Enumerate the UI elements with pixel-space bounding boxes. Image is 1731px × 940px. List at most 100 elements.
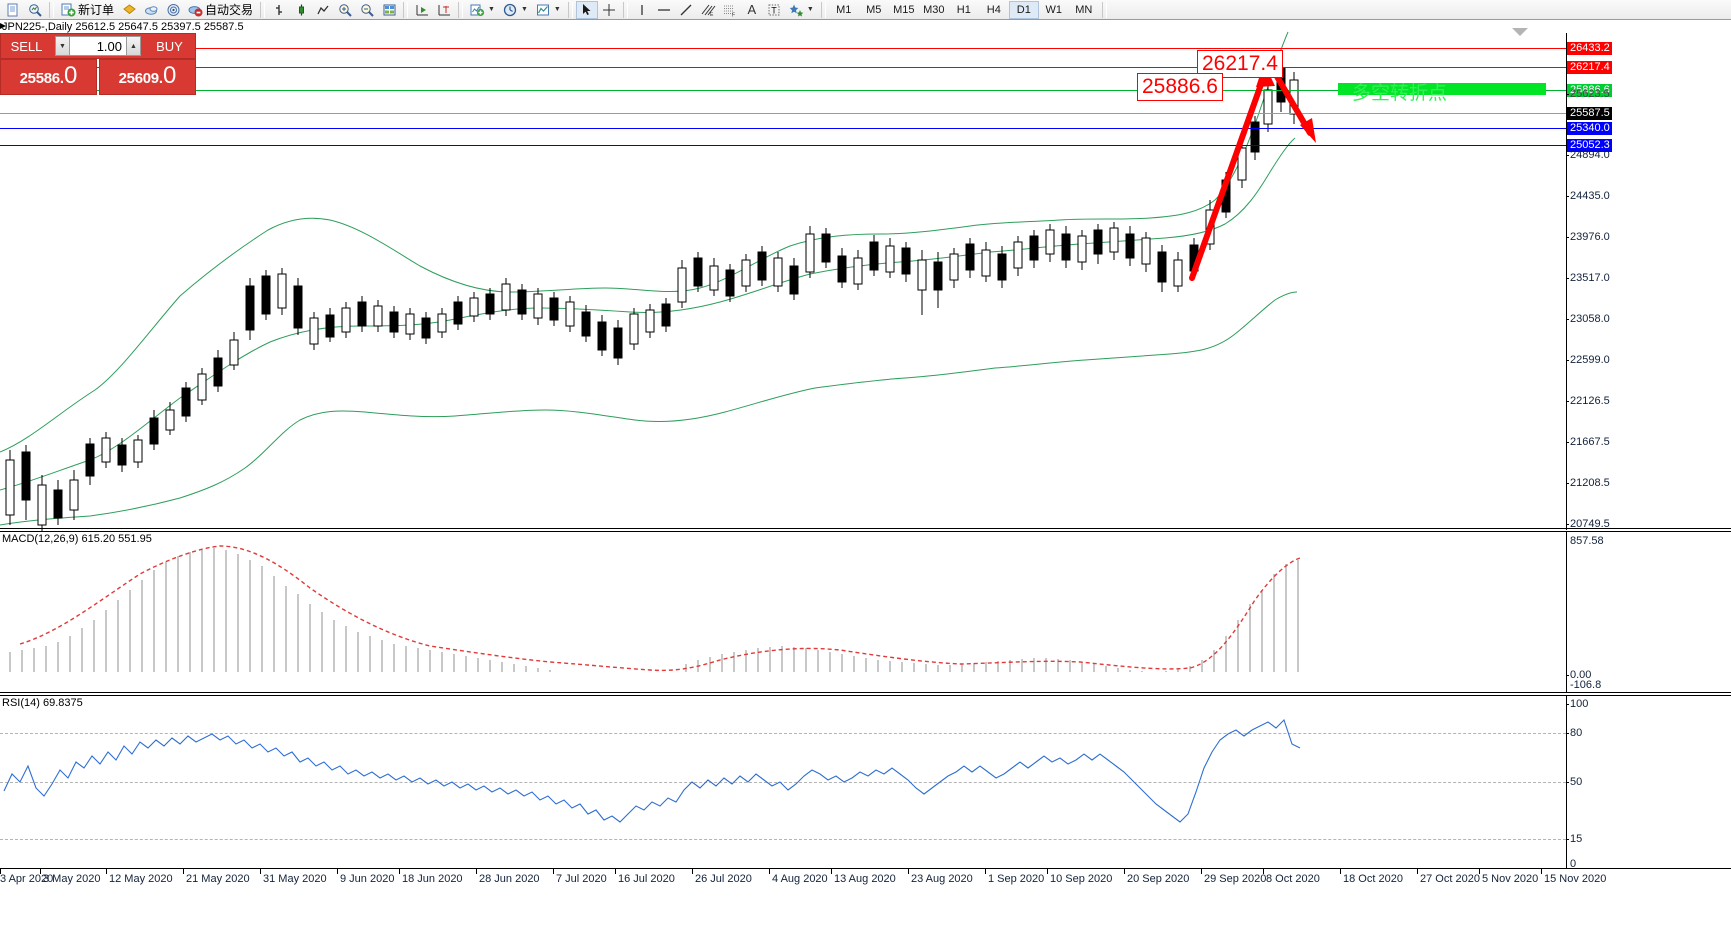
chevron-down-icon[interactable]: ▼ [806, 6, 814, 13]
date-label-10: 16 Jul 2020 [618, 873, 675, 885]
cursor-icon[interactable] [575, 0, 598, 19]
octp-top-row: SELL ▼ 1.00 ▲ BUY [0, 33, 196, 59]
date-axis: 3 Apr 2020 3 May 2020 12 May 2020 21 May… [0, 869, 1606, 899]
horizontal-line-icon[interactable] [653, 1, 675, 19]
new-order-button[interactable]: 新订单 [57, 1, 118, 19]
text-icon[interactable]: A [747, 2, 757, 17]
date-tick [769, 869, 770, 874]
toolbar-group-chart-type [268, 0, 400, 20]
timeframe-mn[interactable]: MN [1075, 3, 1093, 16]
timeframe-m15[interactable]: M15 [893, 3, 915, 16]
vertical-line-icon[interactable] [631, 1, 653, 19]
rsi-tick-50: 50 [1566, 776, 1582, 788]
toolbar-group-timeframes: M1 M5 M15 M30 H1 H4 D1 W1 MN [829, 0, 1099, 20]
toolbar-separator [49, 1, 54, 18]
auto-scroll-icon[interactable] [411, 1, 433, 19]
macd-pane-separator-top2 [0, 531, 1731, 532]
auto-trading-button[interactable]: 自动交易 [184, 1, 257, 19]
chevron-down-icon[interactable]: ▼ [488, 6, 495, 13]
indicators-icon[interactable]: ▼ [466, 1, 499, 19]
one-click-trading-panel[interactable]: SELL ▼ 1.00 ▲ BUY 25586 . 0 25609 . 0 [0, 33, 196, 95]
fibonacci-icon[interactable]: F [719, 1, 741, 19]
date-tick [985, 869, 986, 874]
shapes-icon[interactable]: ▼ [785, 1, 818, 19]
signals-icon[interactable] [162, 1, 184, 19]
toolbar-separator [260, 1, 266, 18]
rsi-tick-0: 0 [1570, 858, 1577, 870]
volume-decrement-button[interactable]: ▼ [55, 36, 70, 56]
period-icon[interactable]: ▼ [499, 1, 532, 19]
line-chart-icon[interactable] [312, 1, 334, 19]
ask-price-box[interactable]: 25609 . 0 [99, 59, 196, 95]
svg-text:E: E [710, 12, 714, 17]
volume-stepper[interactable]: ▼ 1.00 ▲ [52, 33, 144, 59]
market-watch-icon[interactable] [24, 1, 46, 19]
text-label-icon[interactable]: T [763, 1, 785, 19]
candlestick-chart-icon[interactable] [290, 1, 312, 19]
macd-tick-neg106: -106.8 [1570, 679, 1602, 691]
toolbar-separator [622, 1, 628, 18]
date-label-8: 28 Jun 2020 [479, 873, 540, 885]
timeframe-d1[interactable]: D1 [1008, 0, 1039, 19]
date-label-3: 12 May 2020 [109, 873, 173, 885]
market-icon[interactable] [140, 1, 162, 19]
templates-icon[interactable]: ▼ [532, 1, 565, 19]
mql5-community-icon[interactable] [118, 1, 140, 19]
timeframe-h4[interactable]: H4 [986, 3, 1001, 16]
rsi-tick-15: 15 [1566, 833, 1582, 845]
volume-increment-button[interactable]: ▲ [126, 36, 141, 56]
bid-price-box[interactable]: 25586 . 0 [0, 59, 97, 95]
timeframe-m5[interactable]: M5 [866, 3, 882, 16]
new-order-label: 新订单 [78, 3, 115, 17]
date-tick [1417, 869, 1418, 874]
resistance-zone-bar [1338, 83, 1546, 95]
chart-canvas[interactable]: JPN225-,Daily 25612.5 25647.5 25397.5 25… [0, 20, 1731, 940]
sell-button[interactable]: SELL [0, 33, 52, 59]
timeframe-w1[interactable]: W1 [1045, 3, 1063, 16]
date-tick [1047, 869, 1048, 874]
toolbar-separator [1101, 1, 1107, 18]
timeframe-h1[interactable]: H1 [956, 3, 971, 16]
chevron-down-icon[interactable]: ▼ [520, 6, 528, 13]
date-label-22: 5 Nov 2020 [1482, 873, 1539, 885]
date-label-11: 26 Jul 2020 [695, 873, 752, 885]
chart-expand-icon [0, 23, 6, 29]
timeframe-m30[interactable]: M30 [923, 3, 945, 16]
date-label-4: 21 May 2020 [186, 873, 250, 885]
date-tick [1541, 869, 1542, 874]
rsi-pane-label: RSI(14) 69.8375 [2, 697, 83, 709]
date-tick [399, 869, 400, 874]
price-pane[interactable] [0, 33, 1731, 530]
price-axis-line [1566, 33, 1567, 530]
price-axis-label-25587: 25587.5 [1567, 107, 1612, 120]
macd-pane[interactable] [0, 532, 1731, 692]
buy-button[interactable]: BUY [144, 33, 196, 59]
date-label-2: 3 May 2020 [43, 873, 101, 885]
rsi-level-80 [0, 733, 1566, 734]
timeframe-m1[interactable]: M1 [836, 3, 852, 16]
crosshair-icon[interactable] [598, 1, 620, 19]
volume-input[interactable]: 1.00 [70, 36, 126, 56]
macd-tick-857: 857.58 [1570, 535, 1604, 547]
auto-trading-label: 自动交易 [205, 3, 254, 17]
date-label-5: 31 May 2020 [263, 873, 327, 885]
date-tick [1201, 869, 1202, 874]
chart-scroll-marker[interactable] [1512, 28, 1528, 36]
price-tick-20749: 20749.5 [1566, 518, 1610, 530]
date-label-7: 18 Jun 2020 [402, 873, 463, 885]
bar-chart-icon[interactable] [268, 1, 290, 19]
chart-shift-icon[interactable] [433, 1, 455, 19]
equidistant-channel-icon[interactable]: E [697, 1, 719, 19]
date-tick [1479, 869, 1480, 874]
bid-price-fraction: 0 [64, 62, 78, 89]
data-window-icon[interactable] [378, 1, 400, 19]
chevron-down-icon[interactable]: ▼ [553, 6, 561, 13]
new-chart-icon[interactable] [2, 1, 24, 19]
date-tick [831, 869, 832, 874]
zoom-in-icon[interactable] [334, 1, 356, 19]
zoom-out-icon[interactable] [356, 1, 378, 19]
rsi-level-50 [0, 782, 1566, 783]
trendline-icon[interactable] [675, 1, 697, 19]
price-tick-23058: 23058.0 [1566, 313, 1610, 325]
date-tick [0, 869, 1, 874]
